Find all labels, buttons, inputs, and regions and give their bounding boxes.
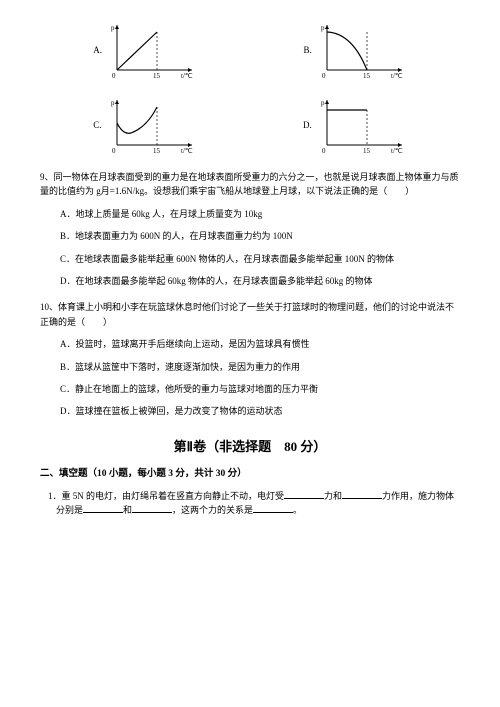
chart-D-block: D. p t/℃ 0 15 [303,95,407,155]
fill-q1: 1．重 5N 的电灯，由灯绳吊着在竖直方向静止不动，电灯受力和力作用，施力物体分… [48,489,460,518]
chart-label-C: C. [93,118,101,132]
fill-blank-header: 二、填空题（10 小题，每小题 3 分，共计 30 分） [40,467,460,482]
svg-text:t/℃: t/℃ [391,72,403,80]
q9-opt-C: C．在地球表面最多能举起重 600N 物体的人，在月球表面最多能举起重 100N… [60,252,460,266]
svg-text:15: 15 [153,72,161,80]
chart-B-block: B. p t/℃ 0 15 [303,20,406,80]
charts-row-1: A. p t/℃ 0 15 B. p t/℃ 0 15 [40,20,460,80]
svg-text:15: 15 [153,147,161,155]
fill-q1-part-b: 力和 [324,491,342,501]
svg-text:15: 15 [363,147,371,155]
chart-C-block: C. p t/℃ 0 15 [93,95,196,155]
blank-3 [83,503,123,513]
fill-q1-part-e: ，这两个力的关系是 [172,505,253,515]
svg-text:p: p [321,99,325,107]
chart-label-A: A. [93,43,102,57]
q10-options: A．投篮时，篮球离开手后继续向上运动，是因为篮球具有惯性 B．篮球从篮筐中下落时… [60,337,460,419]
fill-q1-part-a: 1．重 5N 的电灯，由灯绳吊着在竖直方向静止不动，电灯受 [48,491,284,501]
q10-opt-A: A．投篮时，篮球离开手后继续向上运动，是因为篮球具有惯性 [60,337,460,351]
section-2-title: 第Ⅱ卷（非选择题 80 分） [40,437,460,458]
svg-text:0: 0 [322,72,326,80]
svg-text:p: p [321,24,325,32]
svg-text:15: 15 [363,72,371,80]
svg-text:t/℃: t/℃ [181,147,193,155]
q9-opt-B: B．地球表面重力为 600N 的人，在月球表面重力约为 100N [60,229,460,243]
chart-D: p t/℃ 0 15 [317,95,407,155]
axis-y-A: p [111,24,115,32]
svg-text:0: 0 [112,72,116,80]
q9-opt-D: D．在地球表面最多能举起 60kg 物体的人，在月球表面最多能举起 60kg 的… [60,274,460,288]
question-10: 10、体育课上小明和小李在玩篮球休息时他们讨论了一些关于打篮球时的物理问题，他们… [40,300,460,329]
q10-opt-D: D．篮球撞在篮板上被弹回，是力改变了物体的运动状态 [60,404,460,418]
axis-x-A: t/℃ [181,72,193,80]
svg-text:0: 0 [112,147,116,155]
chart-C: p t/℃ 0 15 [107,95,197,155]
svg-text:t/℃: t/℃ [391,147,403,155]
blank-4 [132,503,172,513]
chart-A-block: A. p t/℃ 0 15 [93,20,197,80]
svg-text:0: 0 [322,147,326,155]
charts-row-2: C. p t/℃ 0 15 D. p t/℃ 0 15 [40,95,460,155]
fill-q1-part-f: 。 [293,505,302,515]
q9-opt-A: A．地球上质量是 60kg 人，在月球上质量变为 10kg [60,207,460,221]
blank-5 [253,503,293,513]
q10-opt-C: C．静止在地面上的篮球，他所受的重力与篮球对地面的压力平衡 [60,382,460,396]
q9-options: A．地球上质量是 60kg 人，在月球上质量变为 10kg B．地球表面重力为 … [60,207,460,289]
blank-1 [284,489,324,499]
svg-text:p: p [111,99,115,107]
chart-B: p t/℃ 0 15 [317,20,407,80]
fill-q1-part-d: 和 [123,505,132,515]
chart-label-D: D. [303,118,312,132]
chart-A: p t/℃ 0 15 [107,20,197,80]
blank-2 [342,489,382,499]
chart-label-B: B. [303,43,311,57]
q10-opt-B: B．篮球从篮筐中下落时，速度逐渐加快，是因为重力的作用 [60,360,460,374]
question-9: 9、同一物体在月球表面受到的重力是在地球表面所受重力的六分之一，也就是说月球表面… [40,170,460,199]
